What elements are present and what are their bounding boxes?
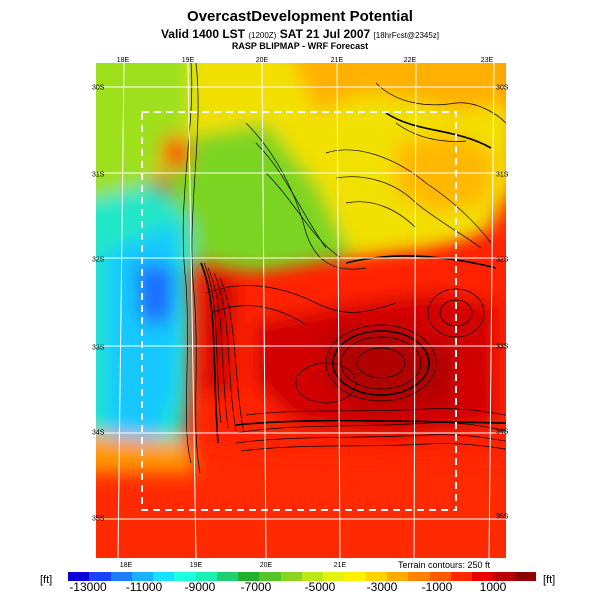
color-scale-swatch xyxy=(68,572,90,581)
color-scale-swatch xyxy=(195,572,217,581)
map-title: OvercastDevelopment Potential xyxy=(187,8,413,25)
color-scale-swatch xyxy=(429,572,451,581)
left-tick-33s: 33S xyxy=(92,344,105,352)
inner-domain-boundary xyxy=(141,111,457,511)
color-scale-swatch xyxy=(514,572,536,581)
bottom-tick-20e: 20E xyxy=(259,562,273,569)
terrain-contours xyxy=(182,63,506,474)
color-scale-swatch xyxy=(450,572,473,581)
color-scale-swatch xyxy=(493,572,515,581)
valid-time: Valid 1400 LST xyxy=(160,27,245,41)
right-tick-31s: 31S xyxy=(496,171,509,179)
color-scale-swatch xyxy=(238,572,260,581)
color-scale-swatch xyxy=(153,572,175,581)
right-tick-33s: 33S xyxy=(496,343,509,351)
left-tick-30s: 30S xyxy=(92,84,105,92)
valid-date: SAT 21 Jul 2007 xyxy=(279,27,371,41)
color-scale-swatch xyxy=(174,572,196,581)
forecast-map xyxy=(96,63,506,558)
color-scale-swatch xyxy=(216,572,239,581)
legend-label: -13000 xyxy=(69,580,107,594)
top-tick-23e: 23E xyxy=(480,57,494,64)
left-tick-35s: 35S xyxy=(92,515,105,523)
color-scale-swatch xyxy=(344,572,366,581)
legend-label: -3000 xyxy=(366,580,398,594)
valid-utc: (1200Z) xyxy=(248,31,277,40)
top-tick-22e: 22E xyxy=(403,57,417,64)
legend-label: -9000 xyxy=(184,580,216,594)
color-scale-swatch xyxy=(365,572,387,581)
legend-label: -5000 xyxy=(304,580,336,594)
color-scale-swatch xyxy=(408,572,430,581)
color-scale-swatch xyxy=(280,572,302,581)
right-tick-32s: 32S xyxy=(496,256,509,264)
color-scale-swatch xyxy=(131,572,154,581)
left-tick-34s: 34S xyxy=(92,429,105,437)
color-scale-swatch xyxy=(472,572,494,581)
color-scale-swatch xyxy=(386,572,409,581)
top-tick-20e: 20E xyxy=(255,57,269,64)
top-tick-19e: 19E xyxy=(181,57,195,64)
legend-label: -11000 xyxy=(125,580,163,594)
bottom-tick-21e: 21E xyxy=(333,562,347,569)
bottom-tick-19e: 19E xyxy=(189,562,203,569)
graticule xyxy=(96,63,506,558)
color-scale-swatch xyxy=(259,572,281,581)
bottom-tick-18e: 18E xyxy=(119,562,133,569)
forecast-info: [18hrFcst@2345z] xyxy=(373,31,440,40)
valid-time-line: Valid 1400 LST (1200Z) SAT 21 Jul 2007 [… xyxy=(0,27,600,41)
legend-label: -7000 xyxy=(240,580,272,594)
legend-unit-left: [ft] xyxy=(40,574,53,586)
color-scale-swatch xyxy=(301,572,324,581)
legend-label: -1000 xyxy=(421,580,453,594)
right-tick-35s: 35S xyxy=(496,513,509,521)
top-tick-18e: 18E xyxy=(116,57,130,64)
left-tick-32s: 32S xyxy=(92,256,105,264)
color-scale-swatch xyxy=(110,572,132,581)
legend-unit-right: [ft] xyxy=(543,574,556,586)
map-subtitle: RASP BLIPMAP - WRF Forecast xyxy=(231,41,369,51)
color-scale-bar xyxy=(68,572,536,581)
right-tick-34s: 34S xyxy=(496,428,509,436)
color-scale-swatch xyxy=(323,572,345,581)
right-tick-30s: 30S xyxy=(496,84,509,92)
top-tick-21e: 21E xyxy=(330,57,344,64)
overcast-field xyxy=(96,63,506,473)
color-scale-swatch xyxy=(89,572,111,581)
legend-label: 1000 xyxy=(479,580,507,594)
terrain-contours-note: Terrain contours: 250 ft xyxy=(398,560,491,570)
left-tick-31s: 31S xyxy=(92,171,105,179)
thick-terrain-contours xyxy=(200,112,506,444)
